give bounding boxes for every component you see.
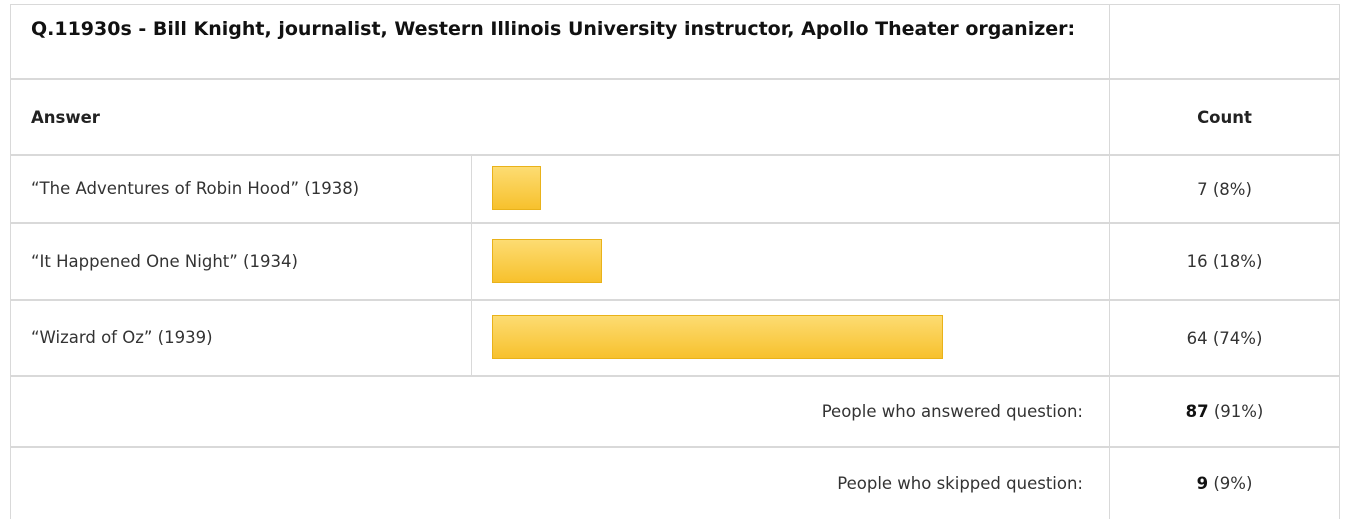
answered-summary-row: People who answered question: 87 (91%) [10, 377, 1340, 448]
answered-label-cell: People who answered question: [10, 377, 1110, 448]
answered-value-cell: 87 (91%) [1110, 377, 1340, 448]
question-title: Q.11930s - Bill Knight, journalist, West… [31, 18, 1076, 40]
answer-label-cell: “It Happened One Night” (1934) [10, 224, 472, 301]
skipped-value: 9 (9%) [1110, 448, 1339, 519]
answer-row: “It Happened One Night” (1934) 16 (18%) [10, 224, 1340, 301]
answer-count: 64 (74%) [1186, 328, 1263, 348]
column-header-row: Answer Count [10, 80, 1340, 156]
skipped-label: People who skipped question: [837, 474, 1083, 493]
skipped-summary-row: People who skipped question: 9 (9%) [10, 448, 1340, 519]
answer-row: “The Adventures of Robin Hood” (1938) 7 … [10, 156, 1340, 224]
answer-label: “The Adventures of Robin Hood” (1938) [31, 179, 360, 198]
answered-label: People who answered question: [821, 402, 1083, 421]
answer-count: 16 (18%) [1186, 252, 1263, 271]
answer-label: “Wizard of Oz” (1939) [31, 328, 213, 347]
answer-bar-cell [472, 156, 1110, 224]
question-header-row: Q.11930s - Bill Knight, journalist, West… [10, 4, 1340, 80]
answer-bar [492, 315, 943, 359]
answered-value: 87 (91%) [1110, 377, 1339, 446]
answer-row: “Wizard of Oz” (1939) 64 (74%) [10, 301, 1340, 377]
skipped-count: 9 [1196, 474, 1209, 493]
answer-bar [492, 238, 602, 283]
skipped-label-cell: People who skipped question: [10, 448, 1110, 519]
answer-count-cell: 7 (8%) [1110, 156, 1340, 224]
answer-label-cell: “The Adventures of Robin Hood” (1938) [10, 156, 472, 224]
answer-header-cell: Answer [10, 80, 1110, 156]
answer-count-cell: 64 (74%) [1110, 301, 1340, 377]
answer-bar-cell [472, 224, 1110, 301]
answer-label: “It Happened One Night” (1934) [31, 251, 298, 271]
survey-results-table: Q.11930s - Bill Knight, journalist, West… [10, 4, 1340, 519]
answer-bar-cell [472, 301, 1110, 377]
answer-count: 7 (8%) [1197, 179, 1252, 199]
answered-percent: (91%) [1208, 402, 1264, 421]
skipped-percent: (9%) [1208, 474, 1253, 493]
answer-column-header: Answer [31, 107, 100, 127]
question-title-empty-cell [1110, 4, 1340, 80]
skipped-value-cell: 9 (9%) [1110, 448, 1340, 519]
answered-count: 87 [1185, 402, 1209, 421]
answer-bar [492, 166, 541, 210]
count-column-header: Count [1197, 107, 1252, 127]
answer-count-cell: 16 (18%) [1110, 224, 1340, 301]
count-header-cell: Count [1110, 80, 1340, 156]
question-title-cell: Q.11930s - Bill Knight, journalist, West… [10, 4, 1110, 80]
answer-label-cell: “Wizard of Oz” (1939) [10, 301, 472, 377]
